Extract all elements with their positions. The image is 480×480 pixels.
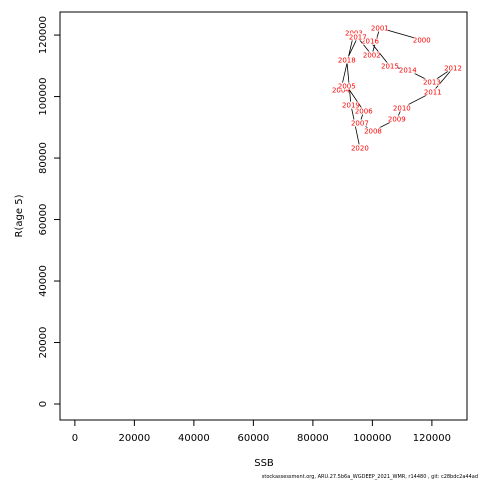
x-tick-label: 0 xyxy=(72,433,78,444)
point-label: 2008 xyxy=(364,127,382,135)
label-bg xyxy=(364,127,381,135)
x-tick-label: 60000 xyxy=(237,433,269,444)
x-tick-label: 40000 xyxy=(178,433,210,444)
y-tick-label: 120000 xyxy=(38,16,49,54)
y-tick-label: 0 xyxy=(38,401,49,407)
label-bg xyxy=(351,144,368,152)
point-label: 2010 xyxy=(393,104,411,112)
y-tick-label: 60000 xyxy=(38,204,49,236)
point-label: 2000 xyxy=(413,36,431,44)
point-label: 2015 xyxy=(381,63,399,71)
x-axis-label: SSB xyxy=(254,458,274,469)
label-bg xyxy=(399,66,416,74)
y-tick-label: 100000 xyxy=(38,77,49,115)
footer: stockassessment.org, ARU.27.5b6a_WGDEEP_… xyxy=(262,474,478,480)
label-bg xyxy=(393,104,410,112)
label-bg xyxy=(362,37,379,45)
point-label: 2004 xyxy=(332,87,350,95)
x-tick-label: 20000 xyxy=(118,433,150,444)
point-label: 2016 xyxy=(361,38,379,46)
label-bg xyxy=(351,119,368,127)
label-bg xyxy=(363,51,380,59)
label-bg xyxy=(332,86,349,94)
y-tick-label: 80000 xyxy=(38,142,49,174)
point-label: 2002 xyxy=(363,52,381,60)
y-tick-label: 20000 xyxy=(38,327,49,359)
point-label: 2012 xyxy=(444,64,462,72)
label-bg xyxy=(338,82,355,90)
label-bg xyxy=(355,107,372,115)
label-bg xyxy=(349,33,366,41)
point-label: 2007 xyxy=(351,119,369,127)
label-bg xyxy=(371,24,388,32)
x-tick-label: 100000 xyxy=(353,433,391,444)
label-bg xyxy=(338,56,355,64)
point-label: 2020 xyxy=(351,144,369,152)
y-axis-label: R(age 5) xyxy=(14,194,25,237)
point-label: 2013 xyxy=(423,79,441,87)
point-label: 2006 xyxy=(355,108,373,116)
label-bg xyxy=(381,62,398,70)
point-label: 2011 xyxy=(424,88,442,96)
label-bg xyxy=(388,115,405,123)
point-label: 2014 xyxy=(399,67,417,75)
point-label: 2005 xyxy=(338,83,356,91)
point-label: 2018 xyxy=(338,56,356,64)
point-label: 2001 xyxy=(371,24,389,32)
y-tick-label: 40000 xyxy=(38,265,49,297)
label-bg xyxy=(424,88,441,96)
label-bg xyxy=(345,29,362,37)
label-bg xyxy=(423,78,440,86)
label-bg xyxy=(413,36,430,44)
x-tick-label: 120000 xyxy=(413,433,451,444)
point-label: 2017 xyxy=(349,33,367,41)
label-bg xyxy=(445,64,462,72)
point-label: 2009 xyxy=(388,115,406,123)
point-label: 2019 xyxy=(342,102,360,110)
x-tick-label: 80000 xyxy=(297,433,329,444)
label-bg xyxy=(342,101,359,109)
